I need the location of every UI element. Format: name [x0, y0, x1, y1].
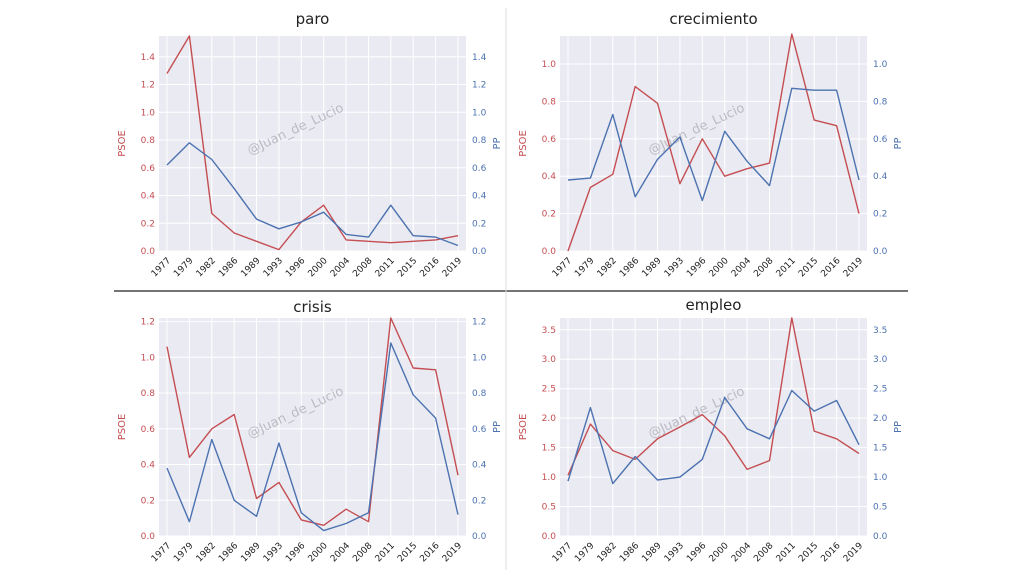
- y-tick-left: 0.6: [542, 135, 557, 145]
- panel-crisis: @Juan_de_Luciocrisis0.00.20.40.60.81.01.…: [117, 298, 503, 564]
- y-tick-right: 2.0: [873, 414, 888, 424]
- series-line-pp: [166, 142, 459, 247]
- y-axis-label-right: PP: [492, 421, 503, 433]
- y-tick-left: 0.4: [542, 172, 557, 182]
- y-tick-right: 2.5: [873, 385, 887, 395]
- y-tick-right: 0.0: [873, 532, 888, 542]
- y-tick-right: 0.2: [873, 210, 887, 220]
- y-tick-right: 0.6: [472, 164, 487, 174]
- y-tick-left: 1.2: [141, 81, 155, 91]
- y-tick-right: 0.4: [472, 461, 487, 471]
- y-tick-right: 1.0: [472, 108, 487, 118]
- y-tick-left: 1.2: [141, 318, 155, 328]
- y-tick-right: 1.0: [873, 473, 888, 483]
- y-tick-left: 1.0: [542, 473, 557, 483]
- y-tick-right: 0.6: [472, 425, 487, 435]
- y-axis-label-left: PSOE: [117, 130, 128, 157]
- series-line-psoe: [166, 35, 459, 251]
- y-tick-left: 0.6: [141, 425, 156, 435]
- series-line-pp: [567, 87, 860, 202]
- y-tick-right: 1.5: [873, 444, 887, 454]
- y-tick-left: 3.5: [542, 326, 556, 336]
- panel-paro: @Juan_de_Lucioparo0.00.20.40.60.81.01.21…: [117, 10, 503, 279]
- y-tick-left: 0.2: [141, 219, 155, 229]
- y-tick-right: 0.0: [873, 247, 888, 257]
- y-axis-label-left: PSOE: [117, 414, 128, 441]
- plot-area: [159, 36, 466, 251]
- y-tick-right: 1.2: [472, 318, 486, 328]
- series-line-pp: [567, 389, 860, 485]
- y-axis-label-right: PP: [492, 137, 503, 149]
- y-tick-right: 0.2: [472, 219, 486, 229]
- y-tick-left: 1.4: [141, 53, 156, 63]
- panel-empleo: @Juan_de_Lucioempleo0.00.51.01.52.02.53.…: [518, 296, 904, 564]
- plot-area: [159, 318, 466, 536]
- series-line-pp: [166, 342, 459, 532]
- panel-title: paro: [296, 10, 330, 28]
- y-tick-right: 0.4: [472, 192, 487, 202]
- y-tick-left: 0.5: [542, 503, 556, 513]
- y-tick-right: 0.6: [873, 135, 888, 145]
- y-tick-right: 0.8: [472, 136, 487, 146]
- y-tick-left: 0.2: [141, 496, 155, 506]
- series-line-psoe: [567, 317, 860, 476]
- panel-title: crecimiento: [669, 10, 757, 28]
- y-axis-label-right: PP: [893, 421, 904, 433]
- y-tick-left: 2.5: [542, 385, 556, 395]
- y-tick-left: 1.5: [542, 444, 556, 454]
- y-tick-left: 0.6: [141, 164, 156, 174]
- y-tick-right: 3.0: [873, 355, 888, 365]
- y-tick-right: 1.0: [472, 353, 487, 363]
- series-line-psoe: [166, 317, 459, 526]
- y-tick-left: 1.0: [542, 60, 557, 70]
- y-axis-label-left: PSOE: [518, 130, 529, 157]
- y-tick-right: 3.5: [873, 326, 887, 336]
- y-axis-label-right: PP: [893, 137, 904, 149]
- panel-title: empleo: [686, 296, 742, 314]
- y-tick-left: 0.0: [141, 247, 156, 257]
- y-tick-right: 0.4: [873, 172, 888, 182]
- y-tick-right: 0.5: [873, 503, 887, 513]
- y-tick-left: 0.0: [141, 532, 156, 542]
- y-tick-left: 0.4: [141, 192, 156, 202]
- y-tick-left: 0.8: [141, 136, 156, 146]
- y-tick-right: 0.0: [472, 532, 487, 542]
- y-tick-left: 1.0: [141, 353, 156, 363]
- y-tick-right: 1.0: [873, 60, 888, 70]
- y-tick-left: 2.0: [542, 414, 557, 424]
- y-tick-left: 0.8: [141, 389, 156, 399]
- plot-area: [560, 36, 867, 251]
- panel-crecimiento: @Juan_de_Luciocrecimiento0.00.20.40.60.8…: [518, 10, 904, 279]
- y-tick-right: 0.8: [472, 389, 487, 399]
- y-tick-left: 0.0: [542, 532, 557, 542]
- y-tick-right: 1.2: [472, 81, 486, 91]
- y-tick-right: 0.2: [472, 496, 486, 506]
- series-line-psoe: [567, 33, 860, 252]
- y-tick-left: 0.8: [542, 97, 557, 107]
- y-tick-right: 1.4: [472, 53, 487, 63]
- y-tick-right: 0.8: [873, 97, 888, 107]
- y-tick-left: 0.2: [542, 210, 556, 220]
- y-tick-right: 0.0: [472, 247, 487, 257]
- y-tick-left: 0.0: [542, 247, 557, 257]
- y-tick-left: 0.4: [141, 461, 156, 471]
- y-tick-left: 3.0: [542, 355, 557, 365]
- panel-title: crisis: [293, 298, 332, 316]
- y-tick-left: 1.0: [141, 108, 156, 118]
- y-axis-label-left: PSOE: [518, 414, 529, 441]
